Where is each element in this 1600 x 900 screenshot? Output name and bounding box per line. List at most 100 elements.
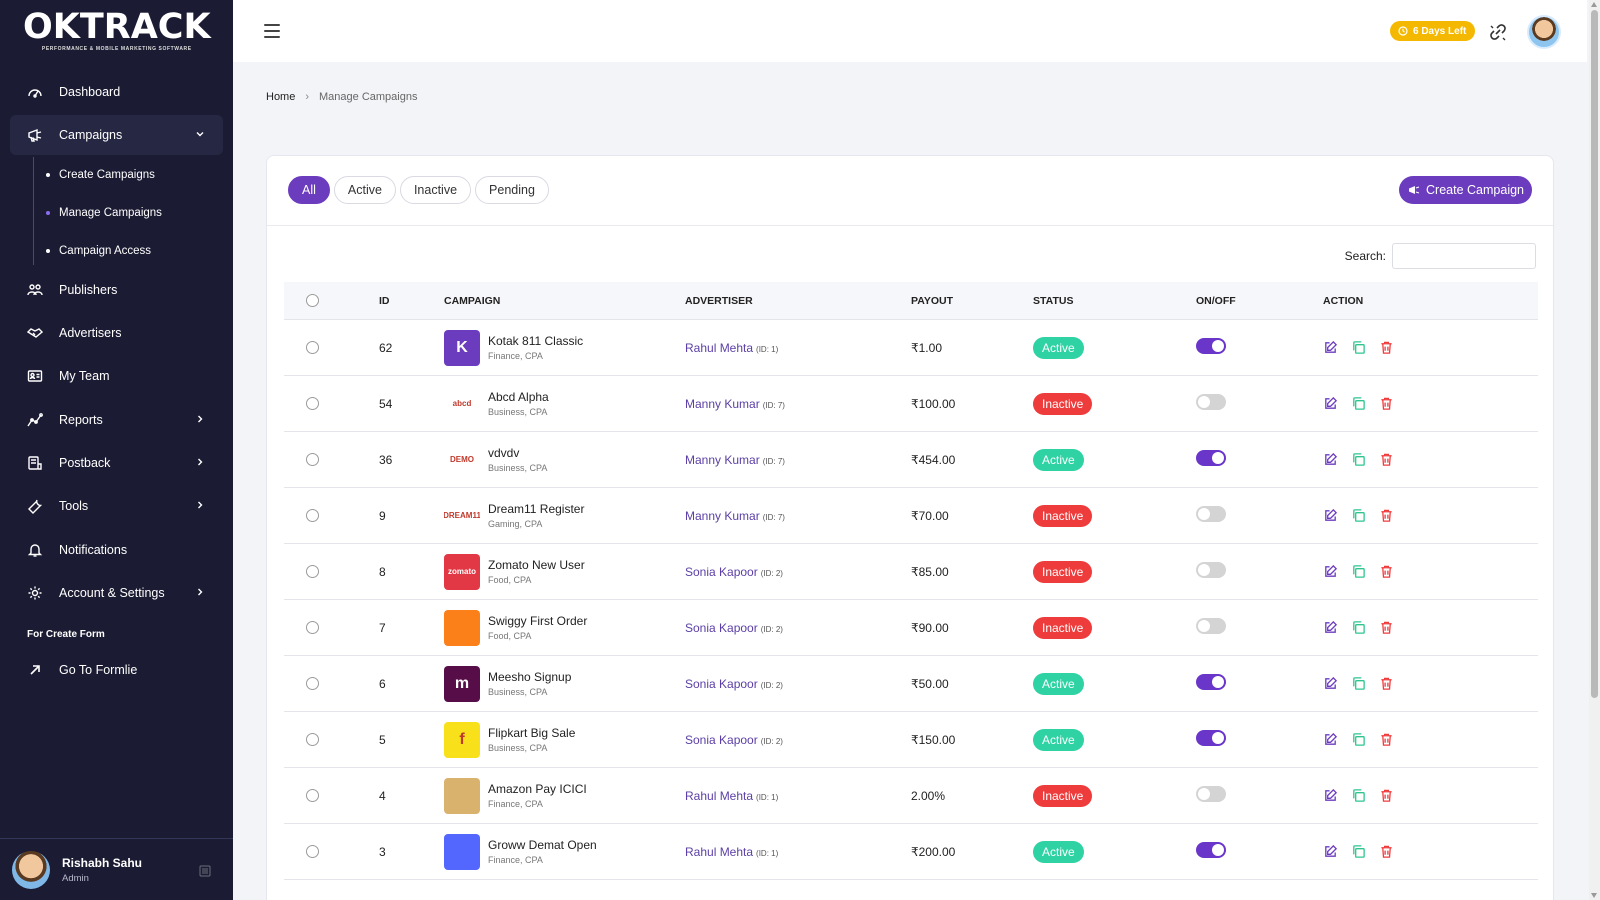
edit-icon[interactable] — [1323, 620, 1339, 636]
copy-icon[interactable] — [1351, 844, 1367, 860]
header-campaign[interactable]: CAMPAIGN — [444, 294, 501, 307]
search-input[interactable] — [1392, 243, 1536, 269]
status-badge[interactable]: Inactive — [1033, 560, 1093, 583]
campaign-name[interactable]: Amazon Pay ICICI — [488, 782, 587, 796]
campaign-name[interactable]: Kotak 811 Classic — [488, 334, 584, 348]
header-on-off[interactable]: ON/OFF — [1196, 294, 1236, 307]
sidebar-item-account-settings[interactable]: Account & Settings — [10, 573, 223, 613]
edit-icon[interactable] — [1323, 452, 1339, 468]
trash-icon[interactable] — [1379, 564, 1395, 580]
campaign-name[interactable]: Dream11 Register — [488, 502, 585, 516]
user-profile[interactable]: Rishabh Sahu Admin — [0, 838, 233, 900]
advertiser-link[interactable]: Rahul Mehta — [685, 340, 754, 355]
header-advertiser[interactable]: ADVERTISER — [685, 294, 753, 307]
link-icon[interactable] — [1488, 22, 1508, 42]
trash-icon[interactable] — [1379, 396, 1395, 412]
row-checkbox[interactable] — [306, 733, 319, 746]
select-all-checkbox[interactable] — [306, 294, 319, 307]
on-off-toggle[interactable] — [1196, 562, 1226, 578]
header-payout[interactable]: PAYOUT — [911, 294, 954, 307]
on-off-toggle[interactable] — [1196, 730, 1226, 746]
scroll-down-icon[interactable] — [1591, 893, 1597, 898]
advertiser-link[interactable]: Sonia Kapoor — [685, 620, 758, 635]
status-badge[interactable]: Active — [1033, 728, 1084, 751]
trash-icon[interactable] — [1379, 788, 1395, 804]
edit-icon[interactable] — [1323, 508, 1339, 524]
trash-icon[interactable] — [1379, 452, 1395, 468]
campaign-name[interactable]: Flipkart Big Sale — [488, 726, 576, 740]
filter-all[interactable]: All — [288, 176, 330, 204]
on-off-toggle[interactable] — [1196, 842, 1226, 858]
header-id[interactable]: ID — [379, 294, 390, 307]
on-off-toggle[interactable] — [1196, 674, 1226, 690]
advertiser-link[interactable]: Manny Kumar — [685, 508, 760, 523]
row-checkbox[interactable] — [306, 565, 319, 578]
menu-toggle-icon[interactable] — [264, 24, 280, 38]
campaign-name[interactable]: vdvdv — [488, 446, 520, 460]
page-scrollbar[interactable] — [1589, 0, 1600, 900]
on-off-toggle[interactable] — [1196, 450, 1226, 466]
status-badge[interactable]: Active — [1033, 448, 1084, 471]
status-badge[interactable]: Inactive — [1033, 616, 1093, 639]
sidebar-item-dashboard[interactable]: Dashboard — [10, 72, 223, 112]
sidebar-item-reports[interactable]: Reports — [10, 400, 223, 440]
edit-icon[interactable] — [1323, 676, 1339, 692]
sidebar-item-advertisers[interactable]: Advertisers — [10, 313, 223, 353]
campaign-name[interactable]: Groww Demat Open — [488, 838, 597, 852]
row-checkbox[interactable] — [306, 453, 319, 466]
copy-icon[interactable] — [1351, 620, 1367, 636]
copy-icon[interactable] — [1351, 508, 1367, 524]
sidebar-item-formlie[interactable]: Go To Formlie — [10, 650, 223, 690]
header-status[interactable]: STATUS — [1033, 294, 1074, 307]
filter-active[interactable]: Active — [333, 176, 396, 204]
on-off-toggle[interactable] — [1196, 618, 1226, 634]
scroll-up-icon[interactable] — [1591, 2, 1597, 7]
create-campaign-button[interactable]: Create Campaign — [1399, 176, 1532, 204]
on-off-toggle[interactable] — [1196, 506, 1226, 522]
avatar[interactable] — [1527, 15, 1561, 49]
campaign-name[interactable]: Swiggy First Order — [488, 614, 588, 628]
row-checkbox[interactable] — [306, 789, 319, 802]
copy-icon[interactable] — [1351, 452, 1367, 468]
campaign-name[interactable]: Abcd Alpha — [488, 390, 549, 404]
trial-badge[interactable]: 6 Days Left — [1390, 21, 1476, 41]
submenu-manage-campaigns[interactable]: Manage Campaigns — [46, 207, 162, 219]
copy-icon[interactable] — [1351, 564, 1367, 580]
edit-icon[interactable] — [1323, 788, 1339, 804]
copy-icon[interactable] — [1351, 340, 1367, 356]
trash-icon[interactable] — [1379, 844, 1395, 860]
trash-icon[interactable] — [1379, 340, 1395, 356]
status-badge[interactable]: Inactive — [1033, 504, 1093, 527]
trash-icon[interactable] — [1379, 620, 1395, 636]
scroll-thumb[interactable] — [1591, 10, 1598, 698]
filter-inactive[interactable]: Inactive — [399, 176, 472, 204]
status-badge[interactable]: Inactive — [1033, 784, 1093, 807]
row-checkbox[interactable] — [306, 621, 319, 634]
on-off-toggle[interactable] — [1196, 338, 1226, 354]
edit-icon[interactable] — [1323, 340, 1339, 356]
trash-icon[interactable] — [1379, 676, 1395, 692]
edit-icon[interactable] — [1323, 396, 1339, 412]
status-badge[interactable]: Active — [1033, 672, 1084, 695]
sidebar-item-postback[interactable]: Postback — [10, 443, 223, 483]
row-checkbox[interactable] — [306, 677, 319, 690]
sidebar-item-publishers[interactable]: Publishers — [10, 270, 223, 310]
brand-logo[interactable]: OKTRACK PERFORMANCE & MOBILE MARKETING S… — [23, 8, 211, 52]
row-checkbox[interactable] — [306, 845, 319, 858]
sidebar-item-my-team[interactable]: My Team — [10, 356, 223, 396]
advertiser-link[interactable]: Sonia Kapoor — [685, 732, 758, 747]
settings-icon[interactable] — [199, 865, 211, 877]
status-badge[interactable]: Inactive — [1033, 392, 1093, 415]
advertiser-link[interactable]: Rahul Mehta — [685, 844, 754, 859]
trash-icon[interactable] — [1379, 508, 1395, 524]
row-checkbox[interactable] — [306, 341, 319, 354]
campaign-name[interactable]: Zomato New User — [488, 558, 585, 572]
row-checkbox[interactable] — [306, 509, 319, 522]
copy-icon[interactable] — [1351, 676, 1367, 692]
sidebar-item-campaigns[interactable]: Campaigns — [10, 115, 223, 155]
trash-icon[interactable] — [1379, 732, 1395, 748]
advertiser-link[interactable]: Sonia Kapoor — [685, 564, 758, 579]
copy-icon[interactable] — [1351, 788, 1367, 804]
advertiser-link[interactable]: Manny Kumar — [685, 396, 760, 411]
edit-icon[interactable] — [1323, 732, 1339, 748]
